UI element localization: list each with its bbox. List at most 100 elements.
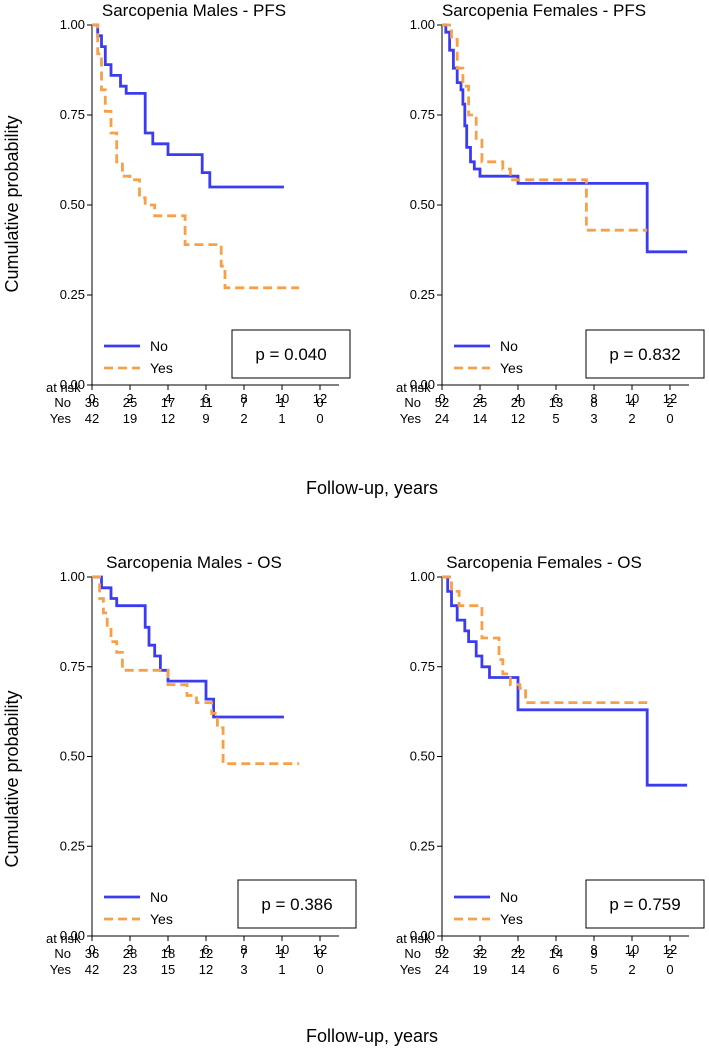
x-tick-label-females-os: 4 bbox=[514, 942, 521, 957]
y-tick-label-males-os: 0.00 bbox=[60, 928, 85, 943]
risk-count-yes-males-pfs: 19 bbox=[123, 411, 137, 426]
risk-count-no-males-os: 0 bbox=[316, 946, 323, 961]
risk-count-no-females-os: 22 bbox=[511, 946, 525, 961]
x-tick-label-males-pfs: 6 bbox=[202, 391, 209, 406]
x-tick-label-females-os: 8 bbox=[590, 942, 597, 957]
risk-row-label-no-males-pfs: No bbox=[54, 395, 71, 410]
legend-label-yes-males-pfs: Yes bbox=[150, 360, 173, 376]
title-females-os: Sarcopenia Females - OS bbox=[446, 553, 642, 572]
x-tick-label-males-pfs: 0 bbox=[88, 391, 95, 406]
risk-count-no-females-os: 32 bbox=[473, 946, 487, 961]
x-tick-label-females-pfs: 0 bbox=[438, 391, 445, 406]
p-value-box-males-os bbox=[237, 879, 357, 929]
risk-count-no-males-pfs: 7 bbox=[240, 395, 247, 410]
y-tick-label-females-pfs: 0.25 bbox=[410, 287, 435, 302]
y-tick-label-males-os: 0.50 bbox=[60, 749, 85, 764]
y-tick-label-males-pfs: 0.25 bbox=[60, 287, 85, 302]
km-curve-no-females-pfs bbox=[442, 23, 688, 254]
risk-count-yes-females-os: 0 bbox=[666, 962, 673, 977]
risk-count-yes-females-pfs: 12 bbox=[511, 411, 525, 426]
legend-label-yes-males-os: Yes bbox=[150, 911, 173, 927]
risk-count-yes-females-pfs: 5 bbox=[552, 411, 559, 426]
km-curve-yes-males-pfs bbox=[92, 23, 300, 290]
y-tick-label-females-os: 0.50 bbox=[410, 749, 435, 764]
x-tick-label-females-os: 12 bbox=[663, 942, 677, 957]
risk-count-no-males-os: 1 bbox=[278, 946, 285, 961]
y-axis-label-top: Cumulative probability bbox=[2, 115, 22, 292]
risk-count-no-females-pfs: 20 bbox=[511, 395, 525, 410]
legend-label-no-females-pfs: No bbox=[500, 338, 518, 354]
risk-count-yes-males-pfs: 9 bbox=[202, 411, 209, 426]
y-tick-label-females-os: 0.75 bbox=[410, 659, 435, 674]
y-axis-label-bottom: Cumulative probability bbox=[2, 690, 22, 867]
risk-count-yes-males-pfs: 1 bbox=[278, 411, 285, 426]
risk-count-no-males-pfs: 36 bbox=[85, 395, 99, 410]
y-tick-label-females-os: 0.00 bbox=[410, 928, 435, 943]
risk-count-yes-females-pfs: 14 bbox=[473, 411, 487, 426]
x-axis-label-top: Follow-up, years bbox=[306, 478, 438, 498]
risk-count-yes-males-os: 0 bbox=[316, 962, 323, 977]
risk-count-no-males-pfs: 25 bbox=[123, 395, 137, 410]
risk-row-label-no-females-pfs: No bbox=[404, 395, 421, 410]
x-tick-label-females-os: 2 bbox=[476, 942, 483, 957]
risk-row-label-yes-females-os: Yes bbox=[400, 962, 422, 977]
y-tick-label-males-os: 1.00 bbox=[60, 569, 85, 584]
risk-count-no-females-os: 52 bbox=[435, 946, 449, 961]
x-tick-label-males-os: 10 bbox=[275, 942, 289, 957]
risk-count-no-males-pfs: 11 bbox=[199, 395, 213, 410]
legend-label-yes-females-os: Yes bbox=[500, 911, 523, 927]
risk-count-no-males-pfs: 17 bbox=[161, 395, 175, 410]
risk-count-yes-males-pfs: 0 bbox=[316, 411, 323, 426]
legend-label-no-males-os: No bbox=[150, 889, 168, 905]
p-value-males-pfs: p = 0.040 bbox=[255, 345, 326, 364]
km-curve-no-females-os bbox=[442, 575, 688, 787]
x-tick-label-females-pfs: 2 bbox=[476, 391, 483, 406]
p-value-box-females-os bbox=[585, 879, 705, 929]
risk-count-no-males-pfs: 1 bbox=[278, 395, 285, 410]
x-tick-label-females-pfs: 12 bbox=[663, 391, 677, 406]
title-males-os: Sarcopenia Males - OS bbox=[106, 553, 282, 572]
y-tick-label-females-os: 1.00 bbox=[410, 569, 435, 584]
risk-count-yes-females-os: 2 bbox=[628, 962, 635, 977]
risk-title-females-pfs: at risk bbox=[396, 380, 431, 395]
risk-row-label-yes-females-pfs: Yes bbox=[400, 411, 422, 426]
risk-count-no-males-os: 12 bbox=[199, 946, 213, 961]
km-curve-no-males-pfs bbox=[92, 23, 284, 189]
x-tick-label-males-pfs: 4 bbox=[164, 391, 171, 406]
x-tick-label-females-pfs: 4 bbox=[514, 391, 521, 406]
x-tick-label-females-os: 10 bbox=[625, 942, 639, 957]
risk-count-yes-females-os: 5 bbox=[590, 962, 597, 977]
risk-count-no-females-os: 4 bbox=[628, 946, 635, 961]
title-males-pfs: Sarcopenia Males - PFS bbox=[102, 1, 286, 20]
risk-count-no-males-pfs: 0 bbox=[316, 395, 323, 410]
x-tick-label-females-os: 6 bbox=[552, 942, 559, 957]
risk-count-yes-females-pfs: 2 bbox=[628, 411, 635, 426]
p-value-females-pfs: p = 0.832 bbox=[609, 345, 680, 364]
risk-count-no-females-pfs: 13 bbox=[549, 395, 563, 410]
p-value-box-females-pfs bbox=[585, 329, 705, 379]
risk-count-no-females-pfs: 4 bbox=[628, 395, 635, 410]
x-tick-label-males-os: 6 bbox=[202, 942, 209, 957]
x-tick-label-females-pfs: 8 bbox=[590, 391, 597, 406]
risk-count-yes-males-os: 3 bbox=[240, 962, 247, 977]
risk-count-yes-males-os: 12 bbox=[199, 962, 213, 977]
risk-count-yes-females-os: 19 bbox=[473, 962, 487, 977]
km-curve-yes-females-os bbox=[442, 575, 648, 704]
risk-count-yes-males-pfs: 2 bbox=[240, 411, 247, 426]
legend-label-yes-females-pfs: Yes bbox=[500, 360, 523, 376]
risk-count-yes-males-pfs: 42 bbox=[85, 411, 99, 426]
risk-row-label-yes-males-pfs: Yes bbox=[50, 411, 72, 426]
x-tick-label-males-os: 4 bbox=[164, 942, 171, 957]
risk-count-yes-males-os: 23 bbox=[123, 962, 137, 977]
risk-title-females-os: at risk bbox=[396, 931, 431, 946]
risk-row-label-yes-males-os: Yes bbox=[50, 962, 72, 977]
y-tick-label-females-pfs: 0.50 bbox=[410, 197, 435, 212]
y-tick-label-females-pfs: 0.00 bbox=[410, 377, 435, 392]
x-tick-label-males-os: 12 bbox=[313, 942, 327, 957]
risk-count-yes-males-os: 42 bbox=[85, 962, 99, 977]
y-tick-label-females-os: 0.25 bbox=[410, 838, 435, 853]
y-tick-label-males-pfs: 1.00 bbox=[60, 17, 85, 32]
risk-row-label-no-females-os: No bbox=[404, 946, 421, 961]
risk-count-yes-males-pfs: 12 bbox=[161, 411, 175, 426]
